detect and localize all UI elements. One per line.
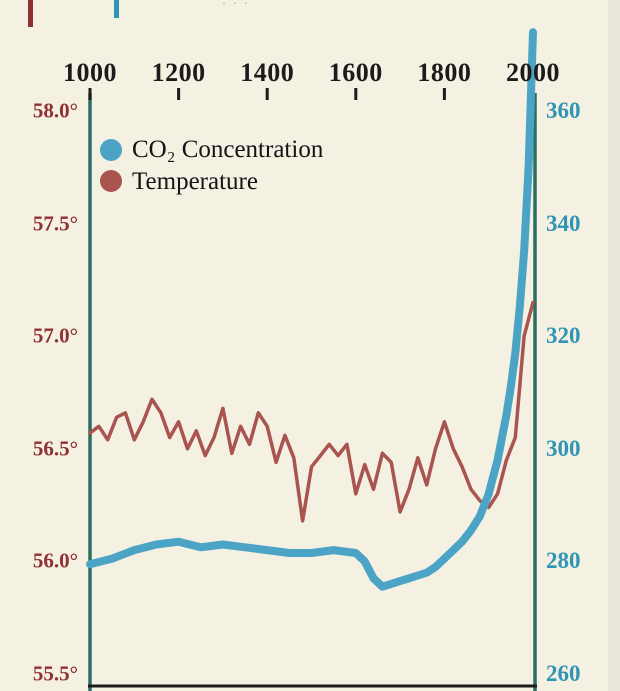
series-line-temperature xyxy=(88,300,535,523)
chart-legend: CO₂ Concentration Temperature xyxy=(100,136,323,195)
legend-item-co2: CO₂ Concentration xyxy=(100,136,323,164)
right-axis-tick-label: 260 xyxy=(546,661,581,686)
left-axis-tick-label: 58.0° xyxy=(32,98,78,123)
x-axis-tick-label: 2000 xyxy=(506,58,560,87)
right-axis-tick-label: 300 xyxy=(546,435,581,461)
right-axis-tick-label: 280 xyxy=(546,548,581,574)
co2-legend-dot-icon xyxy=(100,138,122,161)
left-axis-tick-label: 55.5° xyxy=(32,661,78,686)
scan-artifact-teal-mark xyxy=(114,0,119,18)
x-axis-tick-label: 1800 xyxy=(417,58,472,87)
right-axis-tick-label: 340 xyxy=(546,210,581,236)
temperature-legend-dot-icon xyxy=(100,170,122,193)
scan-artifact-dots: · · · xyxy=(222,0,250,10)
left-axis-tick-label: 57.5° xyxy=(32,211,78,236)
x-axis-tick-label: 1400 xyxy=(240,58,295,87)
series-line-co2 xyxy=(86,28,537,591)
x-axis-tick-label: 1600 xyxy=(328,58,383,87)
x-axis-tick-label: 1000 xyxy=(63,58,117,87)
right-axis-tick-label: 320 xyxy=(546,323,581,349)
x-axis-tick-label: 1200 xyxy=(151,58,206,87)
left-axis-tick-label: 57.0° xyxy=(32,323,78,348)
left-axis-tick-label: 56.5° xyxy=(32,436,78,461)
legend-item-temperature: Temperature xyxy=(100,168,323,196)
legend-label-co2: CO₂ Concentration xyxy=(132,136,324,163)
left-axis-tick-label: 56.0° xyxy=(32,548,78,573)
scan-artifact-red-mark xyxy=(28,0,33,27)
right-axis-tick-label: 360 xyxy=(546,98,581,123)
legend-label-temperature: Temperature xyxy=(132,167,258,195)
